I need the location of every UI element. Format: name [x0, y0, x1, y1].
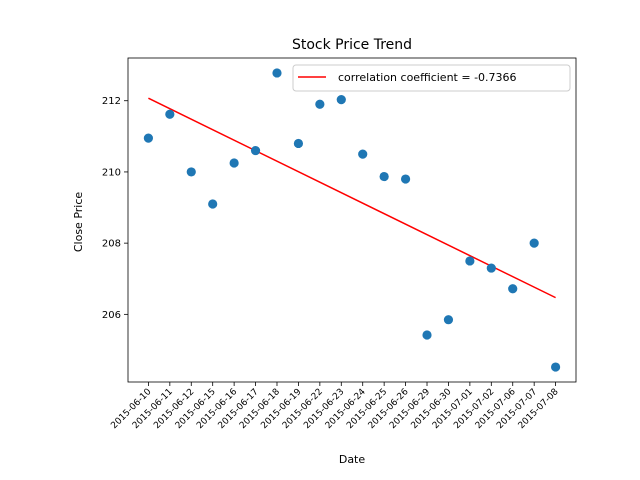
- trend-layer: [148, 97, 556, 299]
- data-point: [143, 133, 153, 143]
- data-point: [165, 109, 175, 119]
- data-point: [358, 149, 368, 159]
- plot-frame: [127, 57, 577, 383]
- y-axis-label: Close Price: [72, 192, 85, 253]
- y-tick-label: 210: [102, 167, 121, 178]
- y-axis: 206 208 210 212: [102, 96, 128, 321]
- data-point: [400, 174, 411, 184]
- y-tick-label: 206: [102, 310, 121, 321]
- data-point: [508, 284, 518, 294]
- data-point: [422, 330, 432, 340]
- data-point: [315, 99, 325, 109]
- data-point: [293, 138, 304, 149]
- chart-title: Stock Price Trend: [292, 37, 412, 53]
- x-axis-label: Date: [339, 453, 366, 466]
- data-point: [551, 362, 561, 372]
- data-point: [486, 263, 496, 273]
- legend-box: [292, 64, 571, 92]
- legend-label: correlation coefficient = -0.7366: [338, 71, 517, 84]
- data-point: [250, 145, 261, 156]
- data-point: [529, 238, 539, 248]
- data-point: [208, 199, 218, 209]
- data-point: [186, 167, 196, 177]
- data-point: [229, 158, 239, 168]
- data-point: [443, 315, 454, 325]
- data-point: [465, 256, 475, 266]
- y-tick-label: 212: [102, 96, 121, 107]
- legend: correlation coefficient = -0.7366: [292, 64, 571, 92]
- data-point: [336, 95, 346, 105]
- plot-area: [127, 57, 577, 383]
- y-tick-label: 208: [102, 239, 121, 250]
- trend-line: [148, 97, 556, 299]
- data-point: [379, 171, 389, 182]
- data-point: [272, 68, 282, 78]
- points-layer: [143, 68, 561, 372]
- x-axis: 2015-06-102015-06-112015-06-122015-06-15…: [109, 382, 561, 431]
